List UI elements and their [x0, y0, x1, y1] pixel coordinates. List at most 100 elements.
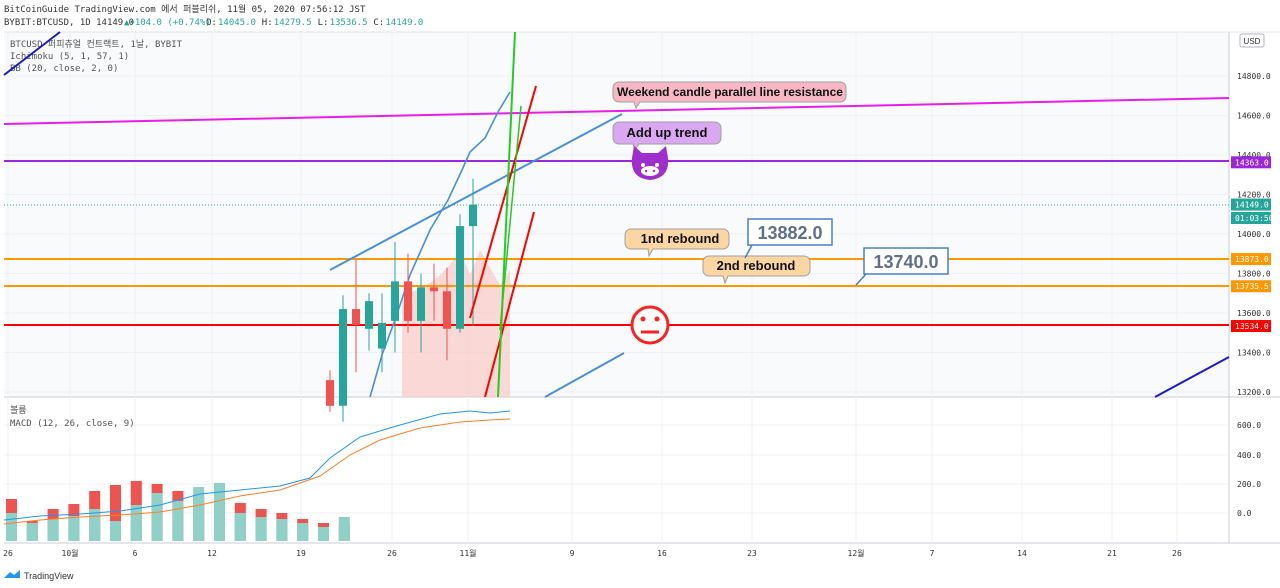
price-tick: 14600.0 [1237, 112, 1271, 121]
ohlc-value: 14279.5 [274, 18, 312, 28]
tradingview-logo-icon[interactable] [4, 570, 20, 578]
rebound2-annotation[interactable]: 2nd rebound [702, 255, 811, 285]
rebound1-annotation[interactable]: 1nd rebound [624, 228, 730, 258]
legend-ichimoku[interactable]: Ichimoku (5, 1, 57, 1) [10, 52, 129, 62]
time-tick: 26 [1172, 549, 1182, 558]
price-label: 14149.0 [1235, 201, 1269, 210]
price-axis[interactable]: 14800.0 14600.0 14400.0 14200.0 14000.0 13800… [1237, 72, 1271, 397]
uptrend-annotation[interactable]: Add up trend [612, 121, 722, 152]
time-tick: 12 [207, 549, 217, 558]
macd-line [3, 410, 511, 521]
trend-line-navy-right[interactable] [1154, 356, 1230, 398]
time-tick: 9 [570, 549, 575, 558]
price-callout-2[interactable]: 13740.0 [855, 247, 949, 286]
rebound1-text: 1nd rebound [641, 231, 720, 246]
price-tick: 13200.0 [1237, 388, 1271, 397]
legend-macd[interactable]: MACD (12, 26, close, 9) [10, 419, 135, 429]
volume-bar-up [276, 519, 288, 541]
volume-bar-up [338, 517, 350, 541]
price-callout-1[interactable]: 13882.0 [744, 218, 833, 259]
weekend-annotation[interactable]: Weekend candle parallel line resistance [612, 81, 847, 110]
candle-body [391, 281, 399, 321]
candle-body [326, 380, 334, 406]
uptrend-annotation-text: Add up trend [627, 125, 708, 140]
time-tick: 26 [3, 549, 13, 558]
volume-bar-up [255, 517, 267, 541]
ohlc-key: H: [262, 18, 273, 28]
volume-bar-up [47, 519, 59, 541]
footer-brand[interactable]: TradingView [24, 571, 74, 581]
price-tick: 14400.0 [1237, 151, 1271, 160]
price-callout-1-text: 13882.0 [757, 223, 822, 243]
time-tick: 10월 [62, 548, 79, 558]
volume-bar-up [6, 513, 17, 541]
price-tick: 14800.0 [1237, 72, 1271, 81]
macd-tick: 600.0 [1237, 421, 1261, 430]
currency-label: USD [1244, 37, 1261, 46]
volume-bar-up [234, 513, 246, 541]
time-tick: 7 [930, 549, 935, 558]
macd-axis[interactable]: 600.0 400.0 200.0 0.0 [1237, 421, 1261, 518]
price-axis-labels: 14363.0 14149.0 01:03:50 13873.0 13735.5 1353… [1231, 156, 1274, 333]
green-trend-line-2[interactable] [499, 105, 522, 331]
volume-bar-up [89, 509, 101, 541]
ohlc-value: 14045.0 [218, 18, 256, 28]
candle-body [339, 309, 347, 406]
volume-bar-up [172, 501, 184, 541]
price-label-bg [1231, 198, 1271, 211]
candle-body [417, 287, 425, 321]
ohlc-value: 13536.5 [330, 18, 368, 28]
channel-line-lower[interactable] [544, 352, 625, 398]
cat-emoji-icon[interactable] [631, 146, 669, 180]
price-tick: 13400.0 [1237, 349, 1271, 358]
price-label: 14363.0 [1235, 158, 1269, 167]
price-label: 13735.5 [1235, 282, 1269, 291]
price-label-bg [1231, 212, 1271, 224]
time-axis[interactable]: 26 10월 6 12 19 26 11월 9 16 23 12월 7 14 21 26 [3, 548, 1182, 558]
candle-body [443, 291, 451, 329]
volume-bar-up [214, 483, 225, 541]
ohlc-value: 14149.0 [385, 18, 423, 28]
macd-tick: 400.0 [1237, 451, 1261, 460]
volume-bar-up [193, 487, 205, 541]
trend-line-navy-left[interactable] [3, 31, 61, 76]
price-change: ▲+104.0 (+0.74%) [124, 18, 211, 28]
candlestick-series [326, 178, 477, 422]
time-tick: 16 [657, 549, 667, 558]
time-tick: 19 [296, 549, 306, 558]
volume-bar-up [297, 523, 309, 541]
ohlc-key: C: [373, 18, 384, 28]
time-tick: 14 [1017, 549, 1027, 558]
price-label-bg [1231, 156, 1271, 169]
candle-body [352, 309, 360, 325]
ichimoku-line [369, 91, 511, 398]
time-tick: 11월 [460, 548, 477, 558]
weekend-parallel-line[interactable] [3, 97, 1230, 125]
price-label: 13873.0 [1235, 255, 1269, 264]
price-tick: 14000.0 [1237, 230, 1271, 239]
price-label-bg [1231, 320, 1271, 333]
volume-bar-up [151, 493, 163, 541]
time-tick: 21 [1107, 549, 1117, 558]
time-tick: 26 [387, 549, 397, 558]
legend-volume[interactable]: 볼륨 [10, 405, 27, 416]
macd-signal-line [3, 418, 511, 525]
candle-body [378, 322, 386, 349]
candle-body [404, 281, 412, 321]
price-tick: 13600.0 [1237, 309, 1271, 318]
legend-symbol[interactable]: BTCUSD 퍼피츄얼 컨트랙트, 1날, BYBIT [10, 39, 183, 50]
channel-line-upper[interactable] [329, 113, 623, 271]
time-tick: 6 [133, 549, 138, 558]
price-label-bg [1231, 253, 1271, 266]
red-channel-upper[interactable] [469, 85, 537, 319]
green-trend-line[interactable] [497, 31, 516, 398]
red-channel-lower[interactable] [484, 211, 535, 398]
ohlc-values: O: 14045.0 H: 14279.5 L: 13536.5 C: 14149.0 [206, 18, 423, 28]
currency-button[interactable] [1239, 33, 1265, 48]
volume-bar-up [68, 516, 80, 541]
legend-bb[interactable]: BB (20, close, 2, 0) [10, 64, 118, 74]
neutral-face-icon[interactable] [630, 305, 670, 345]
volume-bar-up [26, 523, 38, 541]
price-tick: 13800.0 [1237, 270, 1271, 279]
